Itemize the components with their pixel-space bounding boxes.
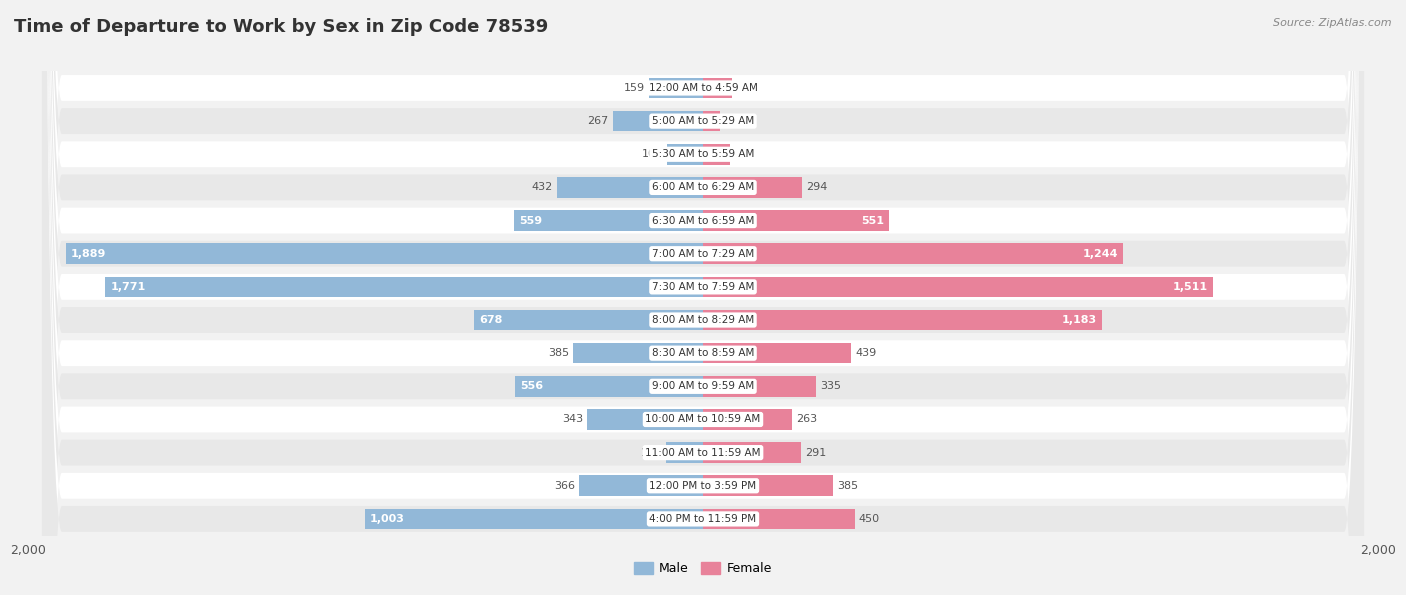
Text: 556: 556 bbox=[520, 381, 544, 392]
Text: 678: 678 bbox=[479, 315, 503, 325]
Bar bbox=[557, 177, 703, 198]
Text: 5:30 AM to 5:59 AM: 5:30 AM to 5:59 AM bbox=[652, 149, 754, 159]
Bar bbox=[579, 475, 703, 496]
Text: 1,511: 1,511 bbox=[1173, 282, 1208, 292]
Bar bbox=[105, 277, 703, 297]
Text: 385: 385 bbox=[548, 348, 569, 358]
Text: 86: 86 bbox=[737, 83, 751, 93]
Bar bbox=[703, 78, 733, 98]
Bar bbox=[703, 442, 801, 463]
FancyBboxPatch shape bbox=[42, 0, 1364, 595]
Text: 1,003: 1,003 bbox=[370, 514, 405, 524]
Text: 159: 159 bbox=[624, 83, 645, 93]
Text: 291: 291 bbox=[806, 447, 827, 458]
Bar bbox=[613, 111, 703, 131]
Text: 267: 267 bbox=[588, 116, 609, 126]
Text: 1,889: 1,889 bbox=[70, 249, 105, 259]
Text: 10:00 AM to 10:59 AM: 10:00 AM to 10:59 AM bbox=[645, 415, 761, 424]
Text: 9:00 AM to 9:59 AM: 9:00 AM to 9:59 AM bbox=[652, 381, 754, 392]
Bar bbox=[364, 509, 703, 529]
Bar bbox=[703, 343, 851, 364]
Text: 432: 432 bbox=[531, 183, 553, 192]
FancyBboxPatch shape bbox=[42, 0, 1364, 595]
FancyBboxPatch shape bbox=[42, 0, 1364, 595]
Text: 1,771: 1,771 bbox=[111, 282, 146, 292]
Text: 294: 294 bbox=[806, 183, 828, 192]
Text: 1,244: 1,244 bbox=[1083, 249, 1118, 259]
Text: 551: 551 bbox=[860, 215, 884, 226]
Text: 343: 343 bbox=[562, 415, 583, 424]
Bar bbox=[666, 144, 703, 165]
Bar bbox=[703, 475, 832, 496]
Text: 12:00 AM to 4:59 AM: 12:00 AM to 4:59 AM bbox=[648, 83, 758, 93]
Bar bbox=[665, 442, 703, 463]
Text: 559: 559 bbox=[519, 215, 543, 226]
FancyBboxPatch shape bbox=[42, 0, 1364, 595]
Bar bbox=[650, 78, 703, 98]
Text: 50: 50 bbox=[724, 116, 738, 126]
Text: 111: 111 bbox=[641, 447, 661, 458]
Bar bbox=[703, 177, 803, 198]
Bar bbox=[703, 310, 1102, 330]
Legend: Male, Female: Male, Female bbox=[630, 558, 776, 580]
Bar bbox=[703, 509, 855, 529]
FancyBboxPatch shape bbox=[42, 0, 1364, 595]
Bar bbox=[703, 277, 1213, 297]
Text: 8:30 AM to 8:59 AM: 8:30 AM to 8:59 AM bbox=[652, 348, 754, 358]
Bar bbox=[515, 210, 703, 231]
Bar bbox=[574, 343, 703, 364]
Text: 439: 439 bbox=[855, 348, 876, 358]
Text: 335: 335 bbox=[820, 381, 841, 392]
FancyBboxPatch shape bbox=[42, 0, 1364, 595]
Text: 1,183: 1,183 bbox=[1062, 315, 1097, 325]
Text: 7:00 AM to 7:29 AM: 7:00 AM to 7:29 AM bbox=[652, 249, 754, 259]
Bar bbox=[588, 409, 703, 430]
FancyBboxPatch shape bbox=[42, 0, 1364, 595]
Bar bbox=[703, 210, 889, 231]
Text: 4:00 PM to 11:59 PM: 4:00 PM to 11:59 PM bbox=[650, 514, 756, 524]
Bar bbox=[516, 376, 703, 397]
Bar bbox=[703, 144, 730, 165]
FancyBboxPatch shape bbox=[42, 0, 1364, 595]
Text: 80: 80 bbox=[734, 149, 748, 159]
Text: 5:00 AM to 5:29 AM: 5:00 AM to 5:29 AM bbox=[652, 116, 754, 126]
Text: 6:30 AM to 6:59 AM: 6:30 AM to 6:59 AM bbox=[652, 215, 754, 226]
Bar bbox=[703, 243, 1123, 264]
Text: 11:00 AM to 11:59 AM: 11:00 AM to 11:59 AM bbox=[645, 447, 761, 458]
Text: 12:00 PM to 3:59 PM: 12:00 PM to 3:59 PM bbox=[650, 481, 756, 491]
FancyBboxPatch shape bbox=[42, 0, 1364, 595]
Text: 8:00 AM to 8:29 AM: 8:00 AM to 8:29 AM bbox=[652, 315, 754, 325]
Bar bbox=[703, 111, 720, 131]
Text: Source: ZipAtlas.com: Source: ZipAtlas.com bbox=[1274, 18, 1392, 28]
Bar bbox=[703, 376, 815, 397]
FancyBboxPatch shape bbox=[42, 0, 1364, 595]
Text: 450: 450 bbox=[859, 514, 880, 524]
FancyBboxPatch shape bbox=[42, 0, 1364, 595]
FancyBboxPatch shape bbox=[42, 0, 1364, 595]
Bar bbox=[703, 409, 792, 430]
Bar bbox=[66, 243, 703, 264]
Text: Time of Departure to Work by Sex in Zip Code 78539: Time of Departure to Work by Sex in Zip … bbox=[14, 18, 548, 36]
Text: 366: 366 bbox=[554, 481, 575, 491]
Text: 263: 263 bbox=[796, 415, 817, 424]
Text: 385: 385 bbox=[837, 481, 858, 491]
Text: 107: 107 bbox=[641, 149, 662, 159]
Text: 6:00 AM to 6:29 AM: 6:00 AM to 6:29 AM bbox=[652, 183, 754, 192]
Bar bbox=[474, 310, 703, 330]
FancyBboxPatch shape bbox=[42, 0, 1364, 595]
Text: 7:30 AM to 7:59 AM: 7:30 AM to 7:59 AM bbox=[652, 282, 754, 292]
FancyBboxPatch shape bbox=[42, 0, 1364, 595]
